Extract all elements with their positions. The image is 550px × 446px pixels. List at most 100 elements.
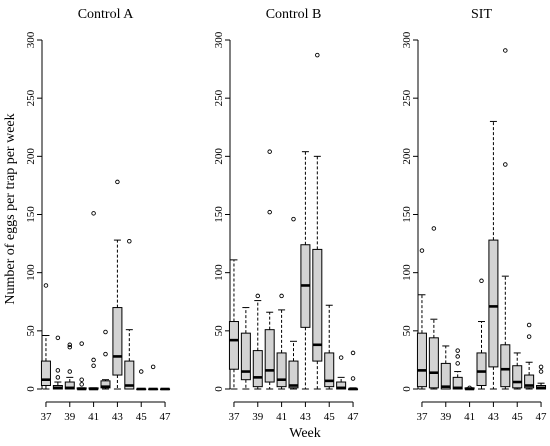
outlier-point <box>467 385 472 391</box>
box-week-39 <box>440 345 451 390</box>
box-week-44 <box>500 48 511 390</box>
iqr-box <box>124 360 135 390</box>
box-week-47 <box>160 387 171 391</box>
outlier-point <box>350 350 356 356</box>
box-week-43 <box>300 151 311 390</box>
x-tick-label: 45 <box>136 411 148 423</box>
outlier-point <box>479 278 484 284</box>
x-tick-label: 47 <box>160 411 172 423</box>
iqr-box <box>416 332 427 388</box>
outlier-point <box>67 342 73 348</box>
y-tick-label: 200 <box>401 148 413 165</box>
outlier-point <box>455 348 460 353</box>
box-week-45 <box>512 352 523 390</box>
x-tick-label: 37 <box>228 411 240 423</box>
iqr-box <box>324 352 335 388</box>
y-tick-label: 150 <box>213 206 225 223</box>
x-tick-label: 41 <box>464 411 475 423</box>
y-tick-label: 300 <box>25 31 37 48</box>
outlier-point <box>103 351 108 357</box>
iqr-box <box>288 360 299 389</box>
box-week-39 <box>252 293 263 390</box>
outlier-point <box>55 368 61 373</box>
box-week-44 <box>124 239 135 390</box>
x-axis-title: Week <box>289 426 321 441</box>
box-week-44 <box>312 52 323 390</box>
iqr-box <box>488 239 499 368</box>
y-tick-label: 250 <box>213 89 225 106</box>
y-tick-label: 300 <box>401 31 413 48</box>
outlier-point <box>350 376 356 381</box>
outlier-point <box>115 179 120 185</box>
outlier-point <box>315 52 320 58</box>
x-tick-label: 43 <box>300 411 312 423</box>
box-week-46 <box>524 322 535 390</box>
outlier-point <box>91 357 96 363</box>
y-tick-label: 200 <box>213 148 225 165</box>
x-tick-label: 41 <box>276 411 287 423</box>
outlier-point <box>255 293 261 299</box>
y-tick-label: 0 <box>25 386 37 392</box>
iqr-box <box>252 350 263 388</box>
iqr-box <box>440 362 451 390</box>
y-tick-label: 50 <box>25 325 37 337</box>
box-week-42 <box>288 216 299 390</box>
box-week-46 <box>336 355 347 390</box>
iqr-box <box>476 352 487 387</box>
box-week-45 <box>324 304 335 390</box>
box-week-38 <box>428 226 439 390</box>
y-tick-label: 100 <box>25 264 37 281</box>
outlier-point <box>91 363 96 368</box>
outlier-point <box>267 149 272 154</box>
box-week-43 <box>488 120 499 390</box>
box-week-47 <box>536 364 547 390</box>
panel-title: Control B <box>266 7 322 22</box>
outlier-point <box>79 341 84 346</box>
x-tick-label: 43 <box>488 411 500 423</box>
outlier-point <box>67 344 73 350</box>
x-tick-label: 43 <box>112 411 124 423</box>
y-tick-label: 150 <box>401 206 413 223</box>
y-tick-label: 0 <box>213 386 225 392</box>
box-week-42 <box>100 329 111 390</box>
box-week-40 <box>76 341 87 391</box>
outlier-point <box>79 377 84 382</box>
y-tick-label: 150 <box>25 206 37 223</box>
box-week-37 <box>228 259 239 390</box>
iqr-box <box>512 365 523 389</box>
iqr-box <box>312 248 323 362</box>
outlier-point <box>291 216 296 222</box>
iqr-box <box>240 332 251 381</box>
outlier-point <box>91 211 96 216</box>
iqr-box <box>112 307 123 376</box>
outlier-point <box>431 226 437 231</box>
outlier-point <box>419 248 425 253</box>
box-week-41 <box>276 293 287 390</box>
x-tick-label: 37 <box>416 411 428 423</box>
panel-sit: SIT 0 50 100 150 200 250 300 37 39 41 43 45 47 <box>401 7 547 423</box>
box-week-41 <box>88 211 99 391</box>
x-tick-label: 47 <box>536 411 548 423</box>
y-tick-label: 200 <box>25 148 37 165</box>
panel-title: Control A <box>78 7 135 22</box>
box-week-38 <box>52 335 63 390</box>
box-week-39 <box>64 342 75 390</box>
box-week-37 <box>416 248 427 390</box>
outlier-point <box>150 364 156 370</box>
outlier-point <box>526 322 532 328</box>
outlier-point <box>503 162 508 167</box>
box-week-43 <box>112 179 123 390</box>
y-tick-label: 50 <box>401 325 413 337</box>
box-week-45 <box>136 369 147 391</box>
panel-control-b: Control B 0 50 100 150 200 250 300 37 39 41 43 45 47 <box>213 7 359 423</box>
outlier-point <box>538 364 544 370</box>
y-axis-title: Number of eggs per trap per week <box>3 113 18 304</box>
y-tick-label: 100 <box>401 264 413 281</box>
outlier-point <box>79 382 84 387</box>
outlier-point <box>138 369 144 374</box>
x-tick-label: 45 <box>512 411 524 423</box>
outlier-point <box>103 329 108 335</box>
box-week-38 <box>240 307 251 390</box>
outlier-point <box>267 209 272 215</box>
outlier-point <box>127 239 132 244</box>
